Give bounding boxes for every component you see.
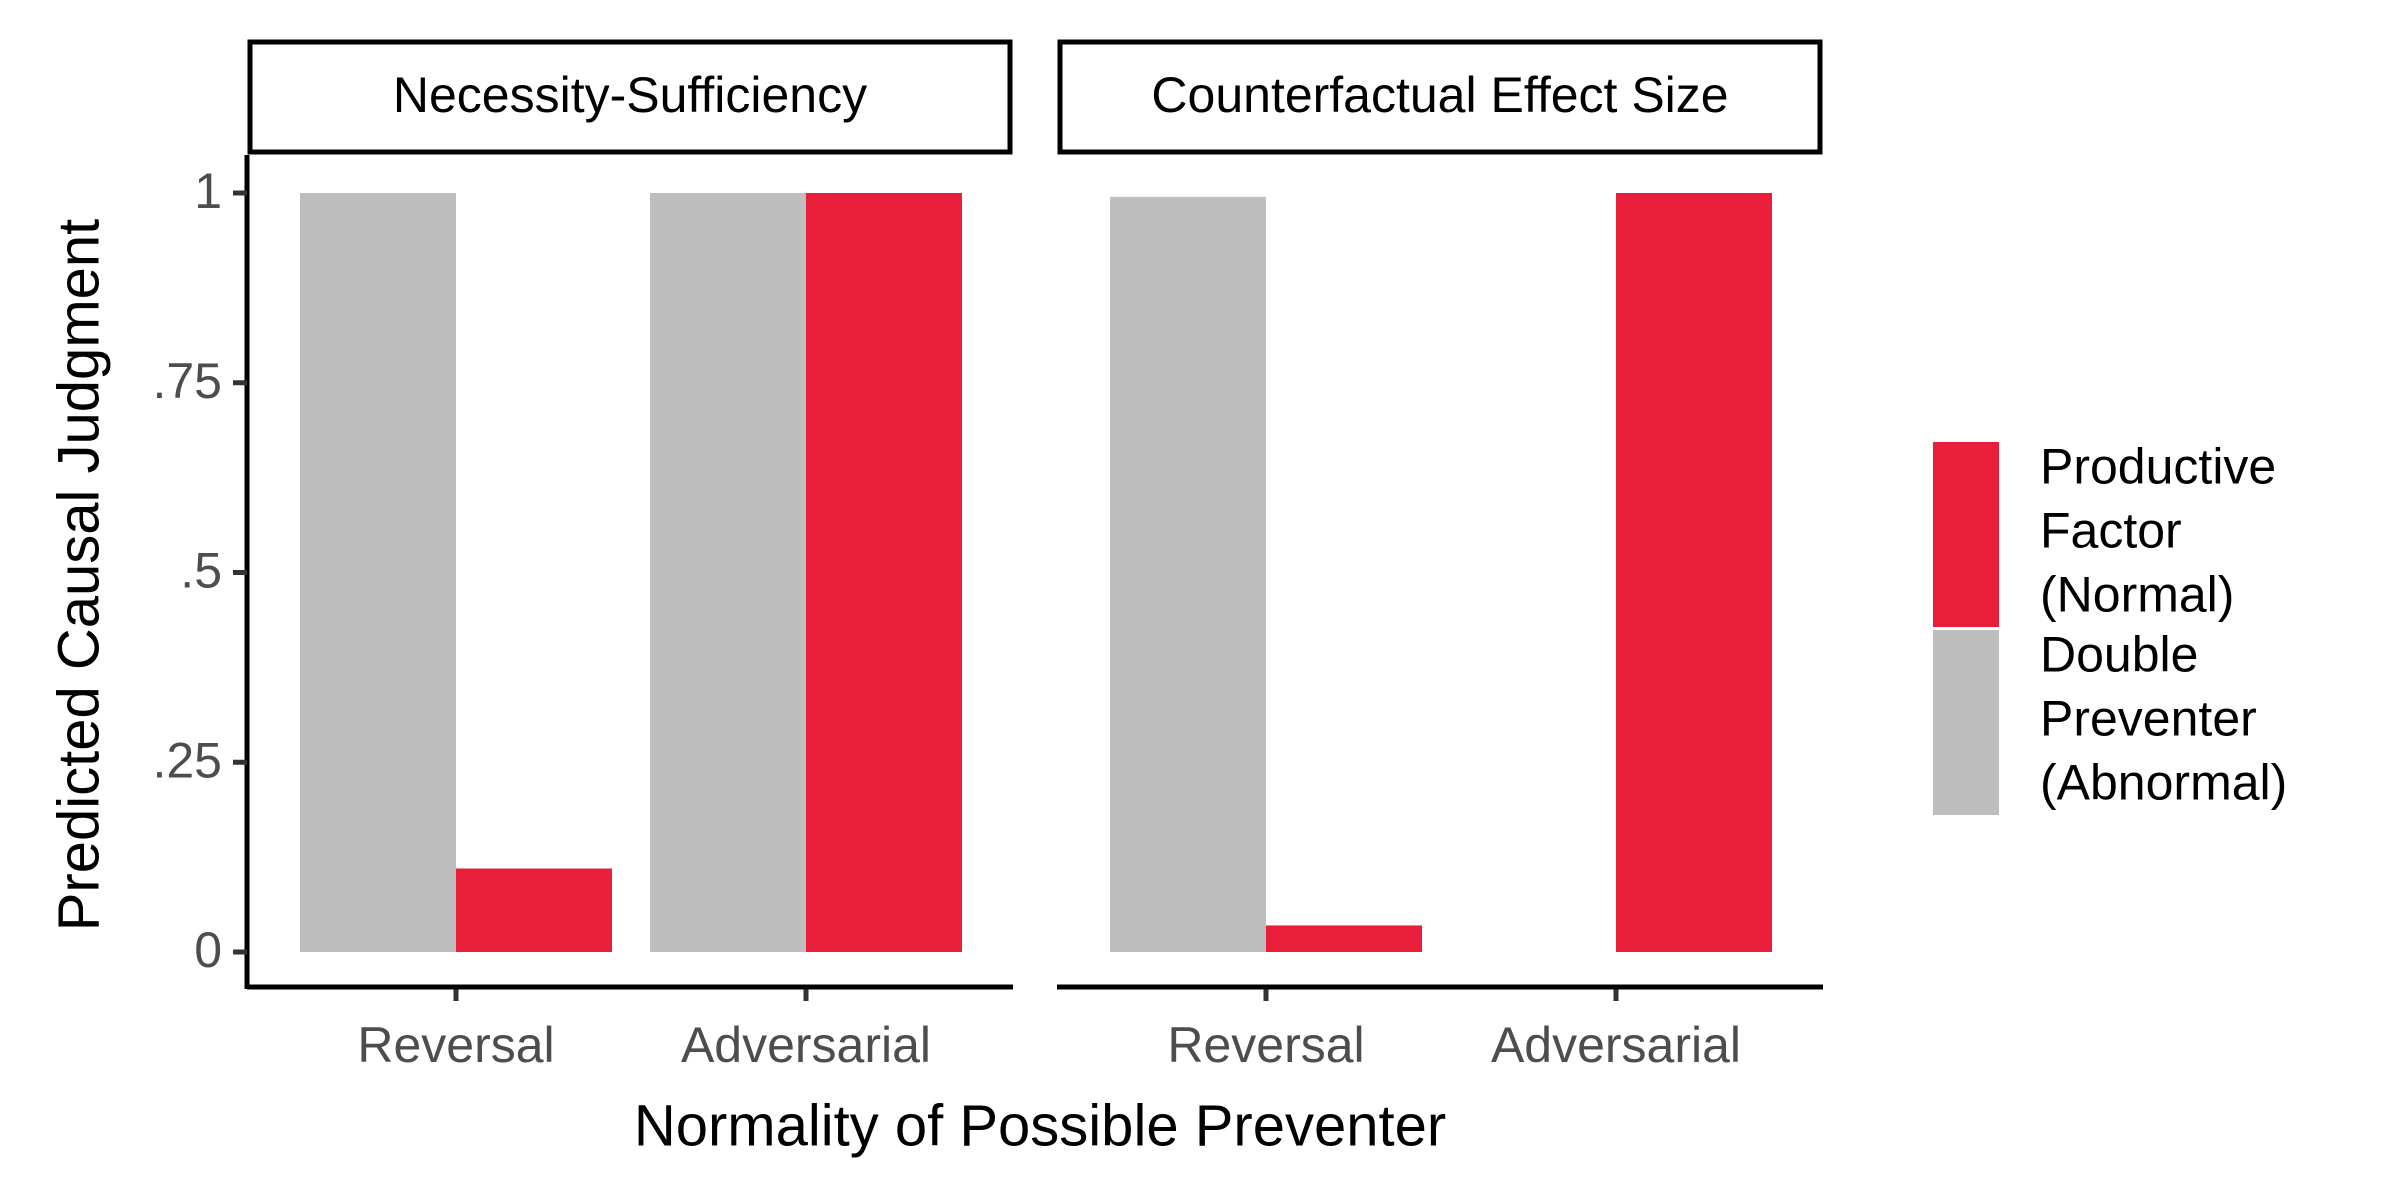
legend-entry-2: Double Preventer (Abnormal): [1933, 627, 2287, 815]
legend-label-line: (Abnormal): [2040, 755, 2287, 811]
bar-reversal-series-1: [300, 193, 456, 952]
panel-title: Necessity-Sufficiency: [393, 67, 867, 123]
legend-key: [1933, 630, 1999, 815]
y-tick-label: .75: [152, 353, 222, 409]
legend-key: [1933, 442, 1999, 627]
panel-2: Counterfactual Effect Size Reversal Advers…: [1057, 39, 1823, 1073]
panel-1: Necessity-Sufficiency Reversal Adversarial…: [152, 39, 1013, 1073]
x-tick-label: Adversarial: [1491, 1017, 1741, 1073]
legend-label-line: (Normal): [2040, 567, 2234, 623]
panel-title: Counterfactual Effect Size: [1151, 67, 1728, 123]
legend-entry-1: Productive Factor (Normal): [1933, 439, 2276, 627]
y-tick-label: .25: [152, 732, 222, 788]
legend-label-line: Preventer: [2040, 691, 2257, 747]
x-tick-label: Reversal: [1167, 1017, 1364, 1073]
legend: Productive Factor (Normal)Double Preventer (…: [1933, 439, 2287, 815]
x-axis-label: Normality of Possible Preventer: [634, 1093, 1446, 1158]
panel-strip: [247, 39, 1013, 155]
bar-adversarial-series-2: [1616, 193, 1772, 952]
legend-label-line: Productive: [2040, 439, 2276, 495]
panels-group: Necessity-Sufficiency Reversal Adversarial…: [152, 39, 1823, 1073]
x-tick-label: Reversal: [357, 1017, 554, 1073]
y-tick-label: 0: [194, 922, 222, 978]
x-tick-label: Adversarial: [681, 1017, 931, 1073]
bar-reversal-series-1: [1110, 196, 1266, 953]
y-axis-label: Predicted Causal Judgment: [46, 219, 111, 932]
legend-label-line: Factor: [2040, 503, 2182, 559]
legend-label-line: Double: [2040, 627, 2198, 683]
bar-reversal-series-2: [1266, 925, 1422, 952]
y-tick-label: 1: [194, 163, 222, 219]
panel-strip: [1057, 39, 1823, 155]
y-tick-label: .5: [180, 543, 222, 599]
bar-adversarial-series-2: [806, 193, 962, 952]
bar-adversarial-series-1: [650, 193, 806, 952]
bar-reversal-series-2: [456, 868, 612, 952]
